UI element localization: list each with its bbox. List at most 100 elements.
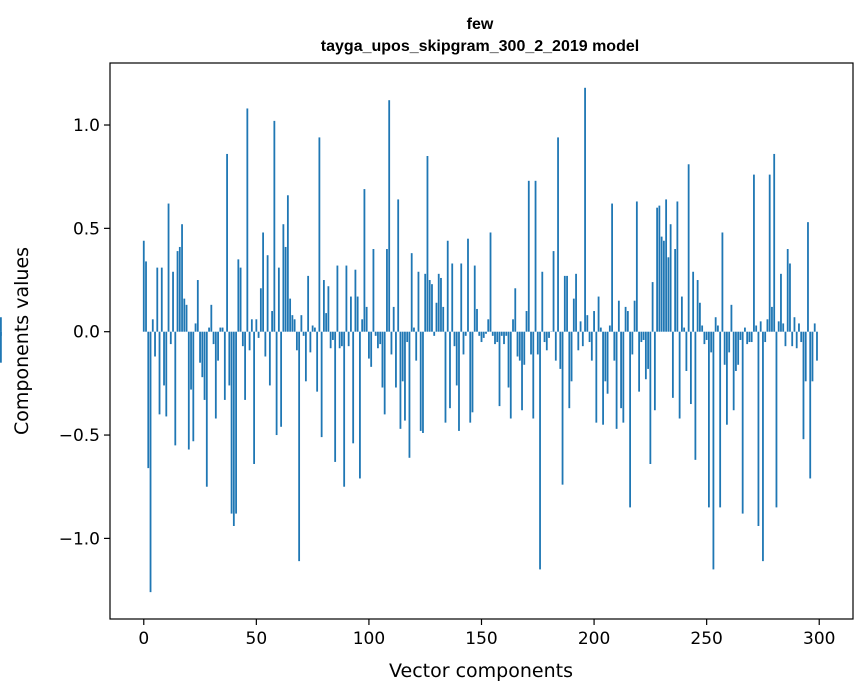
bar xyxy=(719,331,722,508)
bar xyxy=(214,331,217,419)
y-tick-label: −0.5 xyxy=(59,426,100,446)
bar xyxy=(259,288,262,332)
bar xyxy=(755,325,758,332)
bar xyxy=(482,331,485,338)
bar xyxy=(253,331,255,464)
bar xyxy=(172,271,174,332)
bar xyxy=(586,315,589,332)
y-tick-label: 0.5 xyxy=(73,219,100,239)
bar xyxy=(809,331,812,479)
chart-title: few xyxy=(467,16,494,33)
bar xyxy=(620,331,622,409)
bar xyxy=(311,325,314,332)
bar xyxy=(246,108,249,332)
bar xyxy=(599,327,602,332)
bar xyxy=(737,331,740,365)
bar xyxy=(359,331,361,479)
bar xyxy=(473,265,476,332)
bar xyxy=(545,331,548,351)
bar xyxy=(588,331,591,343)
bar xyxy=(539,331,541,570)
bar xyxy=(293,319,296,332)
bar xyxy=(181,224,183,332)
bar xyxy=(352,331,355,444)
bar xyxy=(476,308,478,332)
bar xyxy=(379,331,382,345)
bar-series xyxy=(0,87,818,593)
bar xyxy=(392,306,395,332)
bar xyxy=(775,331,778,508)
bar xyxy=(280,331,283,427)
bar xyxy=(248,331,251,351)
bar xyxy=(145,261,147,332)
bar xyxy=(415,331,418,361)
bar xyxy=(685,331,688,371)
bar xyxy=(413,327,415,332)
bar xyxy=(552,251,555,332)
bar xyxy=(687,164,690,332)
bar xyxy=(527,180,530,332)
bar xyxy=(590,331,593,361)
bar xyxy=(786,249,789,332)
bar xyxy=(316,331,319,392)
bar xyxy=(289,298,292,332)
bar xyxy=(489,232,492,332)
bar xyxy=(201,331,204,378)
bar xyxy=(678,331,681,419)
y-axis-label: Components values xyxy=(11,247,33,435)
bar xyxy=(694,331,697,460)
bar xyxy=(471,331,474,413)
bar xyxy=(548,331,550,338)
bar xyxy=(568,331,571,409)
bar xyxy=(491,331,494,336)
bar xyxy=(613,331,616,361)
bar xyxy=(190,331,192,390)
bar xyxy=(422,331,424,433)
bar xyxy=(327,286,330,332)
bar xyxy=(561,331,564,485)
bar xyxy=(336,265,339,332)
bar xyxy=(813,323,816,332)
bar xyxy=(723,331,726,365)
bar xyxy=(798,323,800,332)
bar xyxy=(563,275,566,332)
bar xyxy=(665,199,668,332)
bar xyxy=(541,271,544,332)
bar xyxy=(334,331,337,462)
bar xyxy=(199,331,201,363)
bar xyxy=(428,280,431,332)
bar xyxy=(651,282,654,332)
bar xyxy=(525,311,528,332)
bar xyxy=(386,249,388,332)
bar xyxy=(496,331,499,343)
bar xyxy=(163,331,165,386)
bar xyxy=(388,100,391,332)
bar xyxy=(658,205,661,332)
bar xyxy=(291,315,294,332)
bar xyxy=(185,304,188,332)
bar xyxy=(302,331,305,336)
bar xyxy=(237,259,240,332)
bar xyxy=(446,240,449,332)
bar xyxy=(250,319,253,332)
bar xyxy=(356,296,359,332)
x-axis-ticks: 0 50 100 150 200 250 300 xyxy=(138,619,835,649)
bar xyxy=(338,331,341,349)
bar xyxy=(816,331,818,361)
bar xyxy=(503,331,505,345)
bar xyxy=(417,271,420,332)
y-tick-label: 1.0 xyxy=(73,116,100,136)
bar xyxy=(611,203,613,332)
bar xyxy=(187,331,190,450)
bar xyxy=(223,331,226,400)
bar xyxy=(332,331,334,340)
bar xyxy=(325,313,328,332)
bar xyxy=(728,331,731,353)
x-tick-label: 150 xyxy=(465,629,497,649)
bar xyxy=(433,331,436,336)
bar xyxy=(480,331,483,343)
bar xyxy=(169,331,172,345)
bar xyxy=(458,331,460,431)
bar xyxy=(584,87,586,332)
bar xyxy=(579,321,582,332)
